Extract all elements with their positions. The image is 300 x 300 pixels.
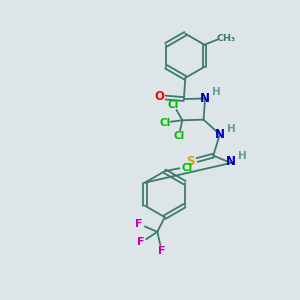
Text: H: H [212, 87, 220, 97]
Text: H: H [227, 124, 236, 134]
Text: H: H [238, 152, 247, 161]
Text: F: F [135, 220, 143, 230]
Text: Cl: Cl [181, 163, 192, 173]
Text: N: N [200, 92, 210, 105]
Text: CH₃: CH₃ [216, 34, 235, 43]
Text: S: S [186, 155, 195, 168]
Text: N: N [215, 128, 225, 141]
Text: F: F [136, 237, 144, 247]
Text: O: O [154, 91, 164, 103]
Text: Cl: Cl [173, 130, 184, 141]
Text: N: N [226, 155, 236, 168]
Text: Cl: Cl [168, 100, 179, 110]
Text: Cl: Cl [159, 118, 170, 128]
Text: F: F [158, 246, 166, 256]
